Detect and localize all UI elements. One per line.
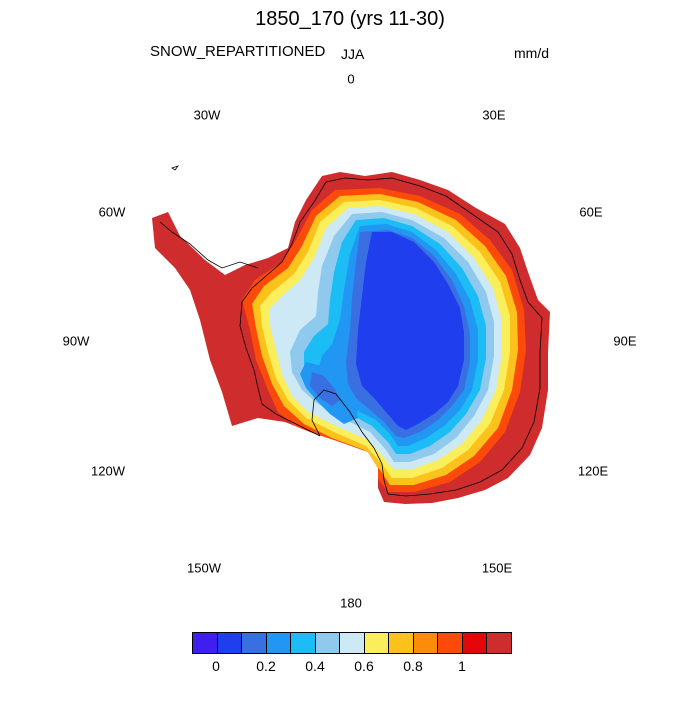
- colorbar-tick-label: 0.8: [403, 658, 423, 674]
- island-outline: [171, 165, 180, 171]
- lon-label-90e: 90E: [613, 333, 637, 349]
- colorbar-swatch: [291, 633, 316, 653]
- colorbar-tick-label: 1: [458, 658, 466, 674]
- colorbar-swatch: [462, 633, 488, 653]
- colorbar-swatch: [315, 633, 341, 653]
- colorbar-tick-label: 0.4: [305, 658, 325, 674]
- colorbar-tick-label: 0.6: [354, 658, 374, 674]
- colorbar-swatch: [340, 633, 365, 653]
- colorbar-swatch: [364, 633, 390, 653]
- snow-field: [152, 172, 550, 504]
- peninsula-coast: [159, 221, 259, 269]
- color-level-deep-blue: [356, 232, 464, 430]
- lon-label-180: 180: [340, 595, 362, 611]
- coastline: [159, 165, 543, 497]
- lon-label-60w: 60W: [98, 204, 126, 220]
- variable-name: SNOW_REPARTITIONED: [150, 43, 326, 60]
- lon-label-150w: 150W: [187, 560, 221, 576]
- lon-label-120e: 120E: [577, 463, 609, 479]
- colorbar-swatch: [266, 633, 292, 653]
- lon-label-60e: 60E: [579, 204, 603, 220]
- east-antarctic-coast: [311, 177, 543, 497]
- lon-label-120w: 120W: [91, 463, 125, 479]
- colorbar-swatch: [242, 633, 267, 653]
- map-title: 1850_170 (yrs 11-30): [255, 8, 445, 30]
- colorbar-swatch: [389, 633, 414, 653]
- units-label: mm/d: [514, 45, 549, 61]
- lon-label-150e: 150E: [481, 560, 513, 576]
- colorbar-swatch: [193, 633, 218, 653]
- colorbar-swatch: [217, 633, 243, 653]
- colorbar-swatch: [413, 633, 439, 653]
- lon-label-90w: 90W: [62, 333, 90, 349]
- lon-label-30e: 30E: [482, 107, 506, 123]
- lon-label-0: 0: [347, 71, 355, 87]
- colorbar: [192, 632, 512, 654]
- colorbar-swatch: [438, 633, 463, 653]
- ross-basin-medium-patch: [310, 372, 340, 406]
- colorbar-tick-label: 0: [212, 658, 220, 674]
- lon-label-30w: 30W: [193, 107, 221, 123]
- colorbar-swatch: [487, 633, 511, 653]
- west-antarctic-coast: [239, 181, 327, 437]
- season-label: JJA: [341, 46, 365, 62]
- colorbar-tick-label: 0.2: [256, 658, 276, 674]
